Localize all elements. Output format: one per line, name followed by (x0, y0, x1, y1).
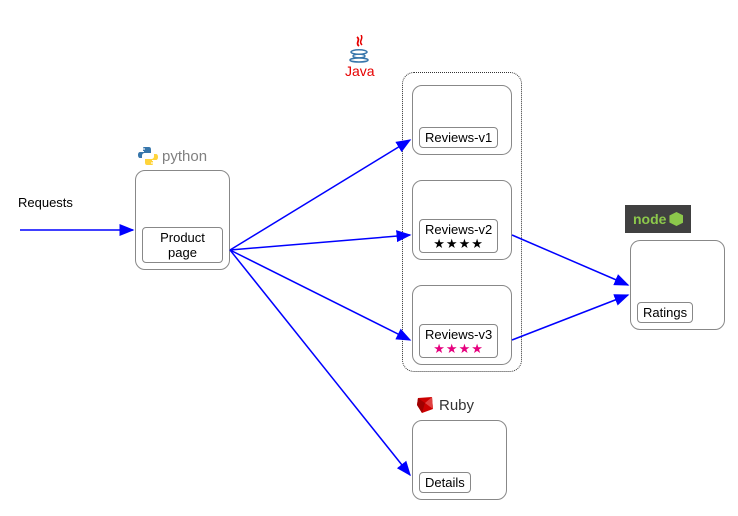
reviews-v1-label: Reviews-v1 (419, 127, 498, 148)
reviews-v2-node: Reviews-v2 ★★★★ (412, 180, 512, 260)
node-hex-icon (669, 212, 683, 226)
details-text: Details (425, 475, 465, 490)
reviews-v3-stars: ★★★★ (425, 342, 492, 355)
java-tech-label: Java (345, 35, 375, 79)
reviews-v3-node: Reviews-v3 ★★★★ (412, 285, 512, 365)
reviews-v2-text: Reviews-v2 (425, 222, 492, 237)
node-label-text: node (633, 211, 666, 227)
edge-rv2-ratings (512, 235, 628, 285)
ruby-icon (415, 395, 435, 415)
java-icon (347, 35, 373, 63)
ratings-text: Ratings (643, 305, 687, 320)
reviews-v3-label: Reviews-v3 ★★★★ (419, 324, 498, 358)
product-page-node: Product page (135, 170, 230, 270)
edge-product-details (230, 250, 410, 475)
edge-rv3-ratings (512, 295, 628, 340)
ruby-label-text: Ruby (439, 397, 474, 414)
edge-product-rv3 (230, 250, 410, 340)
ruby-tech-label: Ruby (415, 395, 474, 415)
node-tech-label: node (625, 205, 691, 233)
reviews-v2-label: Reviews-v2 ★★★★ (419, 219, 498, 253)
reviews-v3-text: Reviews-v3 (425, 327, 492, 342)
edge-product-rv1 (230, 140, 410, 250)
python-tech-label: python (138, 146, 207, 166)
python-icon (138, 146, 158, 166)
python-label-text: python (162, 148, 207, 165)
details-node: Details (412, 420, 507, 500)
java-label-text: Java (345, 63, 375, 79)
ratings-node: Ratings (630, 240, 725, 330)
requests-label: Requests (18, 195, 73, 210)
details-label: Details (419, 472, 471, 493)
reviews-v1-node: Reviews-v1 (412, 85, 512, 155)
reviews-v1-text: Reviews-v1 (425, 130, 492, 145)
edge-product-rv2 (230, 235, 410, 250)
ratings-label: Ratings (637, 302, 693, 323)
reviews-v2-stars: ★★★★ (425, 237, 492, 250)
product-page-text: Product page (160, 230, 205, 260)
product-page-label: Product page (142, 227, 223, 263)
